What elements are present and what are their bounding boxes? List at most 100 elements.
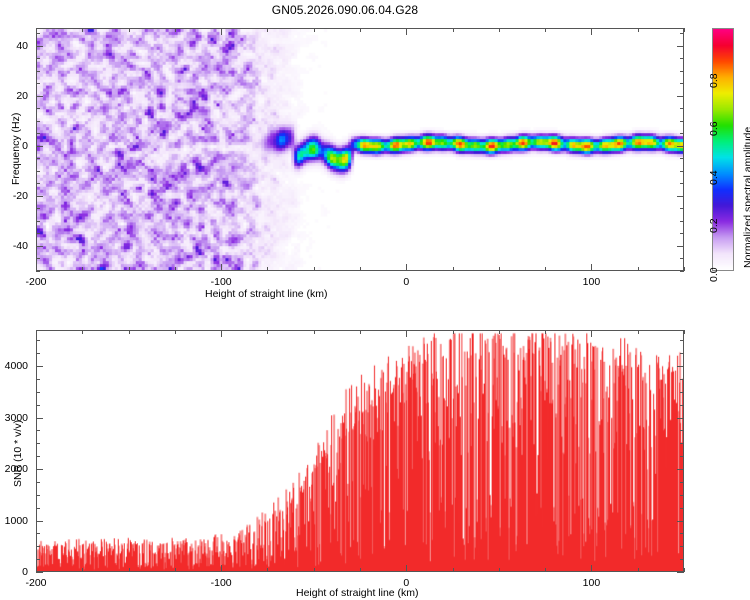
axis-tick — [36, 404, 40, 406]
axis-tick — [36, 378, 40, 380]
axis-tick — [36, 95, 43, 97]
axis-tick — [36, 145, 43, 147]
axis-tick — [267, 28, 269, 32]
axis-tick — [128, 330, 130, 334]
spectrogram-canvas — [37, 29, 683, 270]
axis-tick — [545, 28, 547, 32]
axis-tick — [680, 133, 684, 135]
axis-tick — [313, 28, 315, 32]
axis-tick — [36, 417, 43, 419]
spectrogram-ytick-40: 40 — [16, 39, 28, 52]
axis-tick — [36, 533, 40, 535]
axis-tick — [452, 330, 454, 334]
axis-tick — [82, 28, 84, 32]
colorbar-tick-0.0: 0.0 — [708, 267, 720, 282]
axis-tick — [128, 28, 130, 32]
axis-tick — [267, 267, 269, 271]
snr-ytick-2000: 2000 — [4, 463, 28, 476]
snr-xtick--100: -100 — [210, 577, 232, 589]
axis-tick — [677, 366, 684, 368]
axis-tick — [680, 533, 684, 535]
axis-tick — [36, 469, 43, 471]
axis-tick — [677, 195, 684, 197]
axis-tick — [680, 443, 684, 445]
axis-tick — [36, 507, 40, 509]
axis-tick — [36, 340, 40, 342]
axis-tick — [82, 568, 84, 572]
axis-tick — [82, 330, 84, 334]
axis-tick — [680, 391, 684, 393]
axis-tick — [498, 330, 500, 334]
figure-title: GN05.2026.090.06.04.G28 — [271, 3, 419, 17]
axis-tick — [36, 264, 37, 271]
axis-tick — [684, 28, 685, 32]
axis-tick — [360, 330, 361, 334]
axis-tick — [36, 108, 40, 110]
axis-tick — [684, 568, 685, 572]
axis-tick — [677, 469, 684, 471]
axis-tick — [221, 28, 223, 35]
axis-tick — [36, 546, 40, 548]
colorbar-tick-0.8: 0.8 — [708, 72, 720, 88]
axis-tick — [637, 330, 639, 334]
axis-tick — [677, 245, 684, 247]
snr-xtick-100: 100 — [582, 577, 601, 589]
axis-tick — [680, 340, 684, 342]
axis-tick — [36, 170, 40, 172]
axis-tick — [591, 28, 593, 35]
axis-tick — [174, 267, 176, 271]
axis-tick — [36, 208, 40, 210]
spectrogram-ytick--40: -40 — [12, 239, 28, 252]
axis-tick — [36, 330, 37, 337]
axis-tick — [680, 158, 684, 160]
axis-tick — [36, 565, 37, 572]
spectrogram-ytick-0: 0 — [22, 139, 28, 152]
axis-tick — [36, 220, 40, 222]
axis-tick — [591, 264, 593, 271]
spectrogram-xtick-100: 100 — [582, 276, 601, 288]
axis-tick — [36, 195, 43, 197]
axis-tick — [680, 456, 684, 458]
axis-tick — [313, 330, 315, 334]
axis-tick — [684, 267, 685, 271]
colorbar-tick-0.6: 0.6 — [708, 121, 720, 137]
axis-tick — [82, 267, 84, 271]
axis-tick — [680, 108, 684, 110]
axis-tick — [313, 267, 315, 271]
axis-tick — [36, 58, 40, 60]
snr-xtick--200: -200 — [25, 577, 47, 589]
spectrogram-x-axis-title: Height of straight line (km) — [205, 288, 328, 300]
axis-tick — [128, 267, 130, 271]
axis-tick — [680, 481, 684, 483]
axis-tick — [684, 330, 685, 334]
axis-tick — [677, 45, 684, 47]
axis-tick — [36, 353, 40, 355]
axis-tick — [36, 572, 43, 573]
axis-tick — [677, 145, 684, 147]
axis-tick — [680, 83, 684, 85]
axis-tick — [680, 378, 684, 380]
axis-tick — [267, 330, 269, 334]
snr-ytick-3000: 3000 — [4, 411, 28, 424]
axis-tick — [680, 559, 684, 561]
axis-tick — [221, 330, 223, 337]
spectrogram-plot — [36, 28, 684, 271]
axis-tick — [591, 330, 593, 337]
axis-tick — [221, 264, 223, 271]
axis-tick — [36, 366, 43, 368]
axis-tick — [221, 565, 223, 572]
axis-tick — [591, 565, 593, 572]
axis-tick — [36, 83, 40, 85]
axis-tick — [452, 568, 454, 572]
axis-tick — [360, 568, 361, 572]
axis-tick — [677, 95, 684, 97]
axis-tick — [36, 120, 40, 122]
axis-tick — [677, 572, 684, 573]
axis-tick — [174, 568, 176, 572]
spectrogram-xtick--100: -100 — [210, 276, 232, 288]
axis-tick — [680, 494, 684, 496]
snr-ytick-1000: 1000 — [4, 514, 28, 527]
axis-tick — [452, 28, 454, 32]
axis-tick — [36, 70, 40, 72]
